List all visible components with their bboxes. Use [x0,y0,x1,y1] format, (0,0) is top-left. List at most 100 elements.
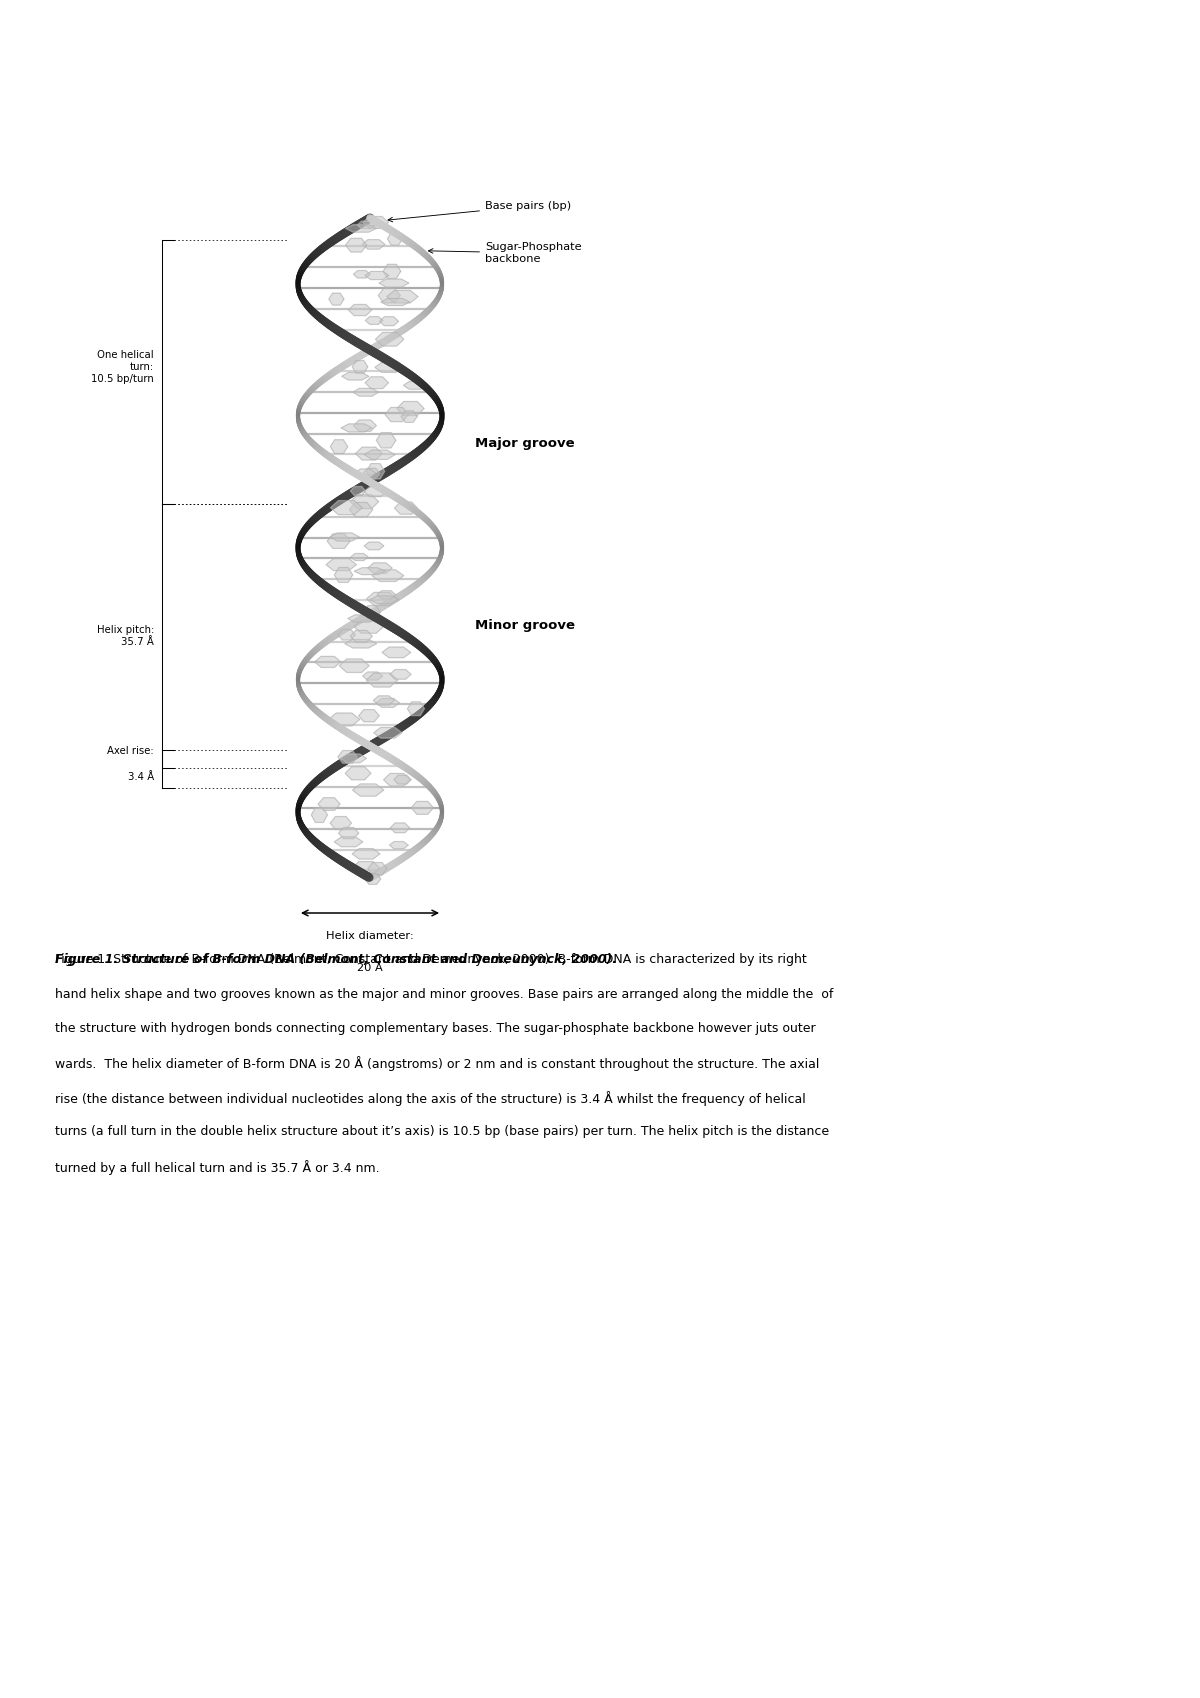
Text: One helical
turn:
10.5 bp/turn: One helical turn: 10.5 bp/turn [91,350,154,384]
Text: Minor groove: Minor groove [475,620,575,632]
Polygon shape [362,216,389,229]
Polygon shape [401,411,418,423]
Text: Figure 1. Structure of B-form DNA (Belmont, Constant and Demeunynck, 2000).: Figure 1. Structure of B-form DNA (Belmo… [55,953,622,966]
Text: Helix pitch:
35.7 Å: Helix pitch: 35.7 Å [97,625,154,647]
Polygon shape [390,842,408,849]
Polygon shape [350,487,366,496]
Polygon shape [328,533,350,548]
Polygon shape [354,567,385,574]
Polygon shape [346,767,371,779]
Polygon shape [329,713,360,725]
Polygon shape [365,316,383,324]
Polygon shape [367,562,392,574]
Polygon shape [379,278,409,287]
Polygon shape [341,754,366,762]
Polygon shape [365,377,389,389]
Polygon shape [388,233,402,245]
Polygon shape [412,801,433,815]
Text: Helix diameter:: Helix diameter: [326,931,414,941]
Polygon shape [366,593,397,606]
Polygon shape [366,672,397,688]
Polygon shape [376,698,400,708]
Polygon shape [365,874,380,885]
Polygon shape [342,372,368,380]
Polygon shape [384,773,410,786]
Text: hand helix shape and two grooves known as the major and minor grooves. Base pair: hand helix shape and two grooves known a… [55,988,833,1000]
Polygon shape [346,238,367,251]
Polygon shape [394,776,412,784]
Polygon shape [346,224,377,233]
Polygon shape [350,630,372,642]
Polygon shape [372,571,403,581]
Polygon shape [368,863,386,874]
Polygon shape [364,606,380,618]
Polygon shape [353,389,378,396]
Polygon shape [395,503,418,514]
Polygon shape [364,542,384,550]
Polygon shape [383,265,401,278]
Polygon shape [397,401,424,416]
Polygon shape [318,798,340,810]
Polygon shape [364,469,380,479]
Polygon shape [373,696,395,705]
Polygon shape [353,784,384,796]
Polygon shape [314,657,341,667]
Text: turned by a full helical turn and is 35.7 Å or 3.4 nm.: turned by a full helical turn and is 35.… [55,1160,379,1175]
Polygon shape [358,221,374,229]
Text: Axel rise:: Axel rise: [107,745,154,756]
Polygon shape [355,447,383,460]
Polygon shape [340,659,370,672]
Polygon shape [376,333,403,346]
Polygon shape [378,289,401,302]
Polygon shape [330,533,359,542]
Text: Major groove: Major groove [475,436,575,450]
Polygon shape [350,494,379,509]
Polygon shape [344,640,377,649]
Text: Base pairs (bp): Base pairs (bp) [388,200,571,222]
Polygon shape [352,849,380,859]
Text: wards.  The helix diameter of B-form DNA is 20 Å (angstroms) or 2 nm and is cons: wards. The helix diameter of B-form DNA … [55,1056,820,1071]
Text: Figure 1. Structure of B-form DNA (Belmont, Constant and Demeunynck, 2000). B-fo: Figure 1. Structure of B-form DNA (Belmo… [55,953,806,966]
Polygon shape [354,270,370,278]
Polygon shape [348,615,377,621]
Polygon shape [370,596,400,603]
Polygon shape [385,408,408,421]
Polygon shape [374,362,403,372]
Polygon shape [329,294,344,306]
Text: Sugar-Phosphate
backbone: Sugar-Phosphate backbone [428,243,582,263]
Polygon shape [380,299,409,306]
Polygon shape [352,861,379,874]
Polygon shape [377,433,396,448]
Polygon shape [379,318,398,326]
Polygon shape [408,701,425,715]
Polygon shape [362,672,383,681]
Polygon shape [335,837,362,847]
Polygon shape [386,290,418,302]
Polygon shape [330,817,352,830]
Polygon shape [377,591,396,599]
Polygon shape [335,567,353,582]
Polygon shape [359,710,379,722]
Text: turns (a full turn in the double helix structure about it’s axis) is 10.5 bp (ba: turns (a full turn in the double helix s… [55,1126,829,1138]
Polygon shape [390,824,409,832]
Polygon shape [338,827,359,839]
Polygon shape [338,751,358,762]
Polygon shape [355,469,376,477]
Polygon shape [326,559,356,571]
Polygon shape [353,360,367,374]
Text: 3.4 Å: 3.4 Å [127,773,154,783]
Polygon shape [365,272,389,280]
Polygon shape [330,501,362,514]
Polygon shape [364,487,386,496]
Polygon shape [403,382,426,389]
Polygon shape [311,808,328,822]
Text: 20 Å: 20 Å [358,963,383,973]
Polygon shape [362,239,385,250]
Polygon shape [365,450,395,460]
Text: the structure with hydrogen bonds connecting complementary bases. The sugar-phos: the structure with hydrogen bonds connec… [55,1022,816,1036]
Polygon shape [366,464,385,479]
Polygon shape [338,630,355,640]
Polygon shape [341,424,372,431]
Polygon shape [349,503,373,516]
Polygon shape [354,419,377,431]
